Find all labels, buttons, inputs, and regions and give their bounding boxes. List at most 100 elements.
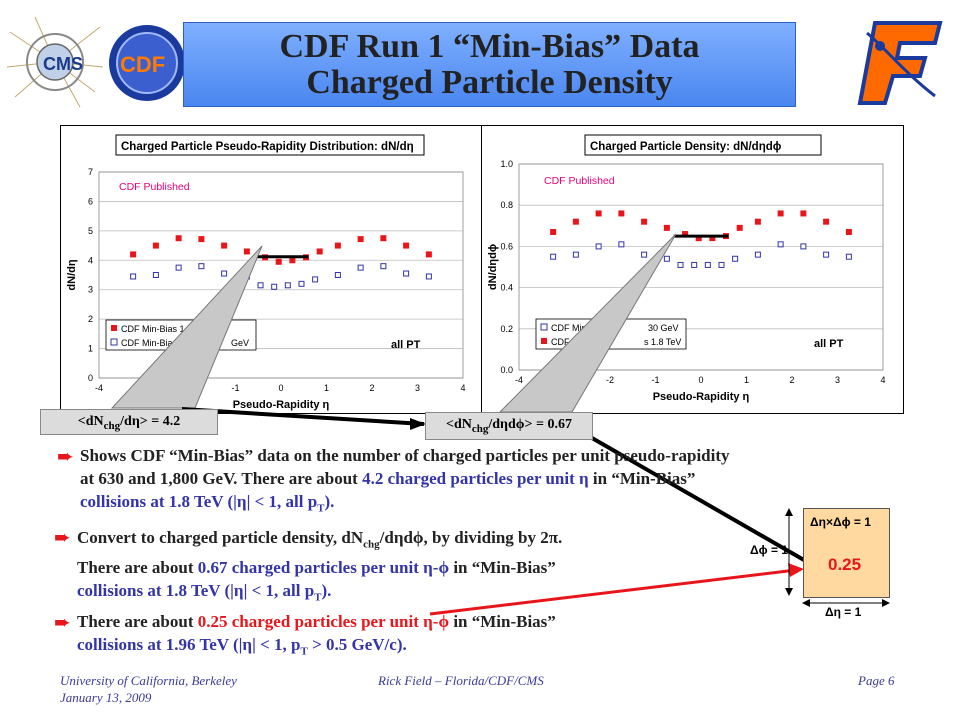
data-point-blue: [175, 264, 182, 271]
arrow-0p67-to-box: [591, 436, 831, 577]
data-point-red: [130, 251, 137, 258]
callout-left: <dNchg/dη> = 4.2: [40, 409, 218, 435]
legend-label: CDF Min-Bias 1.8: [121, 324, 192, 334]
y-tick-label: 0.6: [500, 241, 513, 251]
data-point-red: [595, 210, 602, 217]
title-bar: CDF Run 1 “Min-Bias” Data Charged Partic…: [183, 22, 796, 107]
data-point-blue: [380, 263, 387, 270]
data-point-red: [175, 235, 182, 242]
bullet-2-line-3: collisions at 1.8 TeV (|η| < 1, all pT).: [77, 581, 332, 604]
unit-area-box: Δη×Δϕ = 1 0.25: [803, 508, 890, 598]
data-point-blue: [334, 272, 341, 278]
data-point-blue: [425, 273, 432, 280]
bullet-2: Convert to charged particle density, dNc…: [77, 526, 737, 610]
legend-marker: [110, 338, 118, 346]
data-point-blue: [823, 251, 830, 258]
data-point-red: [403, 242, 410, 249]
footer-author: Rick Field – Florida/CDF/CMS: [378, 673, 544, 688]
bullet-3-line-2: collisions at 1.96 TeV (|η| < 1, pT > 0.…: [77, 635, 407, 658]
data-point-red: [800, 210, 807, 217]
cms-logo-text: CMS: [43, 54, 83, 74]
footer-affiliation: University of California, Berkeley: [60, 673, 237, 688]
y-tick-label: 6: [88, 196, 93, 206]
data-point-red: [243, 248, 250, 255]
data-point-blue: [130, 273, 137, 280]
data-point-blue: [357, 264, 364, 271]
data-point-red: [823, 218, 830, 225]
x-tick-label: 4: [460, 383, 465, 393]
bullet-1-line-3: collisions at 1.8 TeV (|η| < 1, all pT).: [80, 492, 335, 515]
legend-label: CDF Mi: [551, 337, 582, 347]
legend-label: GeV: [231, 338, 249, 348]
x-tick-label: 3: [835, 375, 840, 385]
arrow-0p25-to-box: [429, 568, 797, 616]
x-tick-label: -4: [515, 375, 523, 385]
data-point-blue: [221, 270, 228, 277]
footer-page-number: Page 6: [858, 673, 895, 688]
title-line-1: CDF Run 1 “Min-Bias” Data: [279, 28, 700, 65]
y-tick-label: 0.4: [500, 283, 513, 293]
y-tick-label: 2: [88, 314, 93, 324]
legend-label: s 1.8 TeV: [644, 337, 681, 347]
x-tick-label: -2: [606, 375, 614, 385]
footer-date: January 13, 2009: [60, 690, 152, 705]
data-point-blue: [284, 282, 291, 289]
data-point-red: [289, 257, 296, 264]
data-point-red: [695, 235, 702, 242]
data-point-blue: [641, 251, 648, 258]
data-point-blue: [298, 280, 305, 287]
chart-annotation: CDF Published: [119, 181, 190, 193]
legend-label: 30 GeV: [648, 323, 679, 333]
callout-left-post: /dη> = 4.2: [120, 414, 181, 429]
chart-left-title-box: [115, 134, 425, 156]
data-point-red: [334, 242, 341, 249]
x-tick-label: 2: [789, 375, 794, 385]
data-point-red: [275, 258, 282, 265]
data-point-blue: [663, 255, 670, 262]
bullet-2-line-1: Convert to charged particle density, dNc…: [77, 528, 563, 551]
cdf-logo-text: CDF: [120, 52, 165, 77]
bullet-arrow-icon: ➨: [54, 610, 71, 634]
legend-marker: [111, 325, 117, 331]
bullet-1: Shows CDF “Min-Bias” data on the number …: [80, 444, 930, 520]
box-top-label: Δη×Δϕ = 1: [810, 515, 871, 529]
callout-left-sub: chg: [103, 419, 121, 432]
legend-marker: [541, 338, 547, 344]
data-point-red: [663, 224, 670, 231]
data-point-blue: [257, 282, 264, 289]
data-point-blue: [754, 251, 761, 258]
plot-area: [518, 163, 884, 371]
plot-area: [98, 171, 464, 379]
data-point-red: [736, 224, 743, 231]
x-tick-label: 2: [369, 383, 374, 393]
data-point-blue: [677, 261, 684, 268]
data-point-red: [572, 218, 579, 225]
bullet-arrow-icon: ➨: [57, 444, 74, 468]
data-point-red: [550, 228, 557, 235]
chart-note: all PT: [814, 338, 844, 350]
legend-label: CDF Min-Bias: [121, 338, 178, 348]
data-point-blue: [152, 272, 159, 278]
callout-right-pointer: [498, 233, 677, 413]
data-point-blue: [777, 241, 784, 248]
x-tick-label: 1: [744, 375, 749, 385]
x-tick-label: 0: [278, 383, 283, 393]
data-point-red: [198, 236, 205, 243]
x-tick-label: 3: [415, 383, 420, 393]
data-point-blue: [845, 253, 852, 260]
data-point-blue: [271, 283, 278, 290]
x-tick-label: -1: [231, 383, 239, 393]
data-point-red: [221, 242, 228, 249]
legend-marker: [540, 323, 548, 331]
x-tick-label: -1: [651, 375, 659, 385]
cms-logo: CMS: [5, 12, 105, 112]
data-point-red: [316, 248, 323, 255]
data-point-blue: [732, 255, 739, 262]
y-tick-label: 5: [88, 226, 93, 236]
chart-right-title: Charged Particle Density: dN/dηdϕ: [590, 141, 782, 153]
data-point-red: [845, 228, 852, 235]
y-tick-label: 0.0: [500, 365, 513, 375]
y-tick-label: 1: [88, 344, 93, 354]
y-axis-label: dN/dη: [66, 259, 78, 290]
callout-right-post: /dηdϕ> = 0.67: [488, 417, 572, 432]
